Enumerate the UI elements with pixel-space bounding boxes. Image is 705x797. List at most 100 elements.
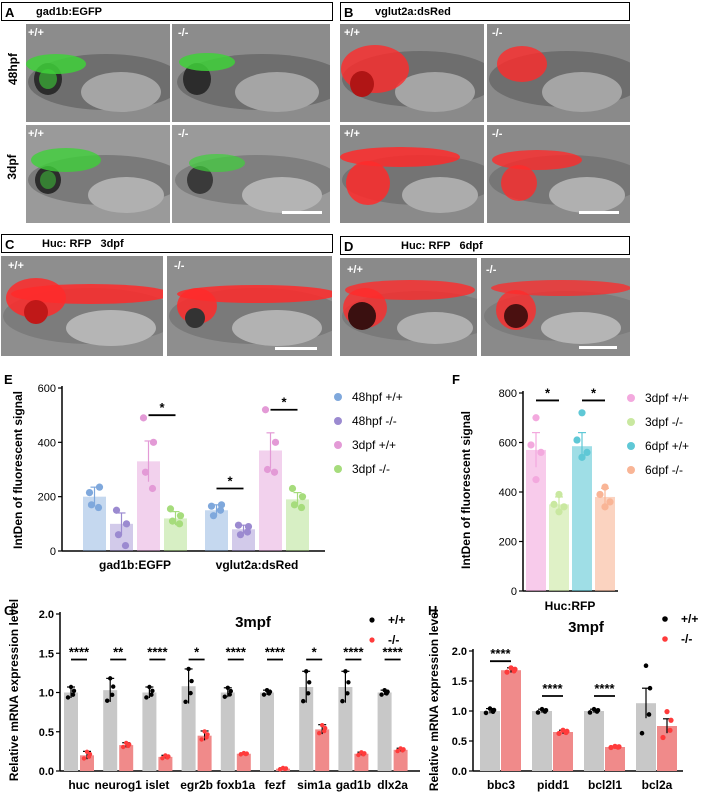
data-point — [511, 668, 517, 674]
panel-c-label: Huc: RFP 3dpf — [42, 238, 124, 250]
micrograph-a-3dpf-wt — [26, 125, 170, 223]
larva-image — [487, 24, 630, 122]
data-point — [343, 669, 348, 674]
significance-label: ** — [113, 645, 124, 660]
data-point — [587, 710, 593, 715]
panel-letter-b: B — [344, 5, 354, 20]
genotype-label: +/+ — [347, 264, 363, 276]
legend-marker — [627, 466, 635, 474]
data-point — [664, 709, 670, 715]
x-tick-label: islet — [145, 778, 169, 792]
scale-bar — [579, 346, 617, 349]
data-point — [126, 743, 131, 749]
significance-label: **** — [147, 645, 168, 660]
data-point — [583, 448, 591, 456]
data-point — [282, 766, 288, 772]
x-tick-label: egr2b — [180, 778, 213, 792]
significance-label: * — [194, 645, 200, 660]
y-tick-label: 200 — [38, 492, 56, 504]
legend-marker — [334, 465, 342, 473]
legend-marker — [334, 393, 342, 401]
genotype-label: +/+ — [28, 27, 44, 39]
y-tick-label: 0.0 — [452, 766, 467, 778]
micrograph-b-3dpf-ko — [487, 125, 630, 223]
x-axis-title: Huc:RFP — [545, 599, 596, 613]
larva-image — [340, 125, 484, 223]
data-point — [361, 752, 366, 757]
data-point — [114, 531, 123, 539]
bar-ko — [501, 670, 521, 771]
genotype-label: -/- — [492, 128, 503, 140]
bar-ko — [158, 756, 173, 771]
data-point — [227, 692, 232, 697]
data-point — [207, 502, 216, 510]
micrograph-c-wt — [1, 256, 163, 356]
data-point — [346, 680, 351, 685]
data-point — [532, 414, 540, 422]
bar-wt — [584, 711, 604, 771]
x-tick-label: bcl2a — [642, 778, 673, 792]
legend-marker — [627, 442, 635, 450]
larva-image — [26, 24, 170, 122]
data-point — [86, 754, 92, 759]
legend-marker — [662, 616, 668, 622]
x-tick-label: gad1b — [336, 778, 371, 792]
data-point — [84, 749, 90, 754]
data-point — [160, 755, 165, 761]
data-point — [85, 488, 94, 497]
bar-wt — [480, 711, 500, 771]
data-point — [356, 752, 361, 758]
panel-b-label: vglut2a:dsRed — [375, 6, 451, 18]
panel-d-title: D Huc: RFP 6dpf — [340, 236, 630, 255]
data-point — [290, 501, 299, 509]
chart-title: 3mpf — [235, 614, 272, 631]
y-tick-label: 400 — [499, 487, 517, 499]
y-tick-label: 2.0 — [452, 646, 467, 658]
larva-image — [172, 125, 330, 223]
data-point — [542, 709, 548, 714]
bar-wt — [103, 690, 118, 771]
micrograph-b-48hpf-wt — [340, 24, 484, 122]
data-point — [188, 690, 193, 696]
panel-letter-h: H — [428, 603, 438, 618]
x-tick-label: fezf — [265, 778, 287, 792]
data-point — [186, 666, 191, 672]
bar-ko — [236, 753, 251, 771]
data-point — [573, 436, 581, 444]
data-point — [639, 730, 645, 736]
data-point — [379, 692, 384, 697]
x-tick-label: dlx2a — [377, 778, 408, 792]
micrograph-a-48hpf-wt — [26, 24, 170, 122]
larva-image — [487, 125, 630, 223]
data-point — [139, 414, 148, 422]
data-point — [646, 712, 652, 717]
data-point — [261, 692, 267, 697]
legend-label: 6dpf +/+ — [645, 439, 689, 453]
significance-label: * — [545, 385, 551, 400]
panel-c-title: C Huc: RFP 3dpf — [1, 234, 333, 253]
bar-wt — [532, 711, 552, 771]
bar — [259, 450, 282, 551]
data-point — [204, 735, 209, 740]
significance-label: **** — [265, 645, 286, 660]
data-point — [578, 453, 586, 461]
data-point — [555, 508, 563, 516]
data-point — [81, 756, 87, 761]
x-tick-label: sim1a — [297, 778, 331, 792]
data-point — [660, 734, 666, 741]
larva-image — [26, 125, 170, 223]
data-point — [217, 501, 226, 509]
y-tick-label: 0 — [50, 546, 56, 558]
y-tick-label: 2.0 — [39, 609, 54, 621]
significance-label: **** — [343, 645, 364, 660]
data-point — [121, 744, 126, 750]
significance-label: **** — [490, 646, 511, 661]
data-point — [596, 490, 604, 499]
bar-wt — [142, 692, 157, 771]
micrograph-c-ko — [167, 256, 332, 356]
significance-label: * — [591, 385, 597, 400]
genotype-label: -/- — [178, 27, 189, 39]
y-tick-label: 0.5 — [452, 736, 467, 748]
data-point — [578, 409, 586, 417]
